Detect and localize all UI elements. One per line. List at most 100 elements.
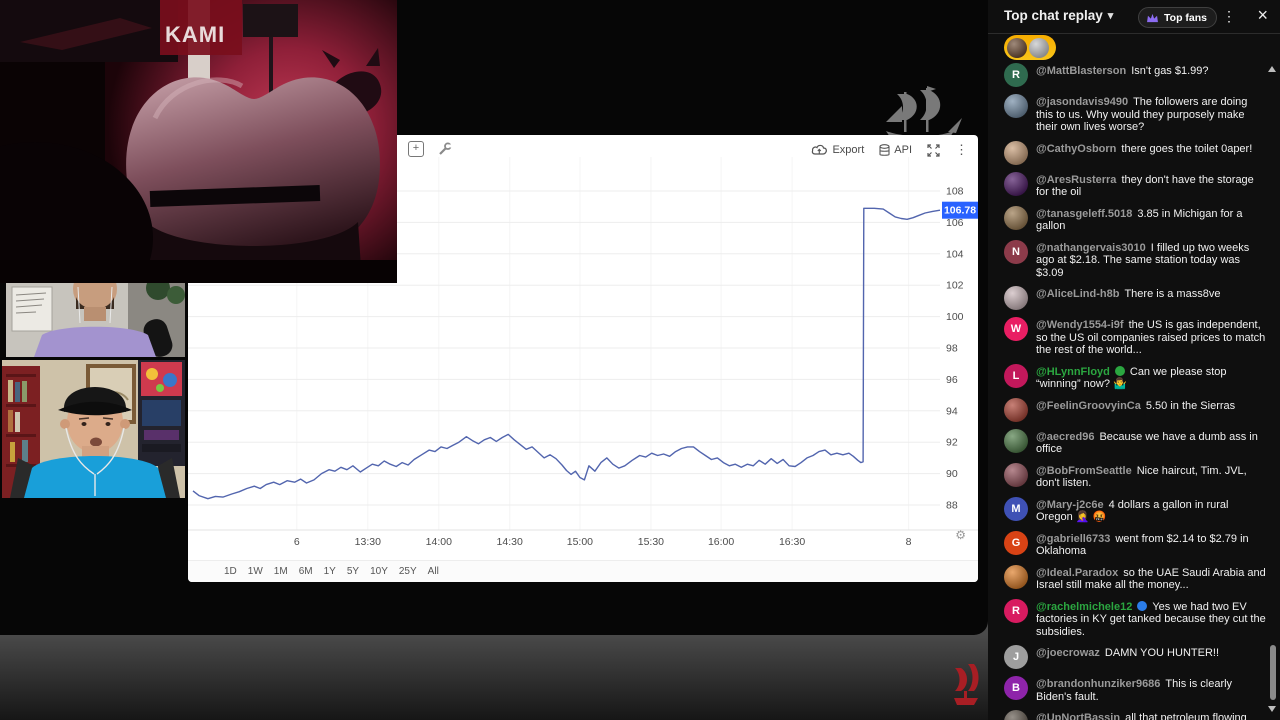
database-icon — [879, 143, 890, 156]
scrollbar-down-arrow[interactable] — [1268, 706, 1276, 712]
cloud-export-icon — [812, 144, 828, 155]
chat-message-text: @jasondavis9490 The followers are doing t… — [1036, 94, 1266, 134]
api-button[interactable]: API — [879, 143, 912, 157]
range-button-6m[interactable]: 6M — [298, 566, 313, 577]
scrollbar-thumb[interactable] — [1270, 645, 1276, 700]
chat-message-text: @FeelinGroovyinCa 5.50 in the Sierras — [1036, 398, 1235, 422]
top-fans-leaderboard-pill[interactable] — [1004, 35, 1056, 60]
chat-message-list: R @MattBlasterson Isn't gas $1.99? @jasonda… — [988, 63, 1280, 720]
chat-body: Yes we had two EV factories in KY get ta… — [1036, 600, 1266, 638]
chat-author[interactable]: @FeelinGroovyinCa — [1036, 399, 1141, 412]
chat-author[interactable]: @gabriell6733 — [1036, 532, 1111, 545]
chat-message: @tanasgeleff.5018 3.85 in Michigan for a … — [1004, 205, 1266, 233]
chat-message: @AresRusterra they don't have the storage… — [1004, 171, 1266, 199]
svg-text:106.78: 106.78 — [944, 205, 976, 217]
chart-toolbar-right: Export API — [811, 142, 968, 158]
chat-avatar[interactable] — [1004, 564, 1028, 589]
svg-text:100: 100 — [946, 311, 964, 323]
chat-avatar[interactable]: R — [1004, 598, 1028, 623]
chat-avatar[interactable] — [1004, 171, 1028, 196]
chat-author[interactable]: @AliceLind-h8b — [1036, 288, 1120, 300]
chat-avatar[interactable]: L — [1004, 363, 1028, 388]
chat-author[interactable]: @joecrowaz — [1036, 647, 1100, 659]
chat-author[interactable]: @BobFromSeattle — [1036, 464, 1132, 477]
chat-author[interactable]: @Mary-j2c6e — [1036, 498, 1104, 511]
range-button-1w[interactable]: 1W — [247, 566, 263, 577]
chat-author[interactable]: @Wendy1554-i9f — [1036, 319, 1124, 331]
gaming-chair — [126, 77, 380, 283]
chat-author[interactable]: @AresRusterra — [1036, 173, 1117, 186]
chat-avatar[interactable] — [1004, 94, 1028, 118]
chat-author[interactable]: @UpNortBassin — [1036, 712, 1121, 720]
svg-text:14:30: 14:30 — [497, 536, 523, 548]
member-badge-icon — [1114, 365, 1125, 376]
range-button-10y[interactable]: 10Y — [370, 566, 388, 577]
chat-message: @jasondavis9490 The followers are doing t… — [1004, 94, 1266, 134]
tools-wrench-icon[interactable] — [437, 141, 453, 157]
chat-avatar[interactable]: G — [1004, 530, 1028, 555]
chat-author[interactable]: @Ideal.Paradox — [1036, 566, 1119, 579]
add-indicator-button[interactable]: + — [408, 141, 424, 157]
chat-menu-dots-icon[interactable]: ⋮ — [1222, 8, 1236, 24]
chat-message: J @joecrowaz DAMN YOU HUNTER!! — [1004, 645, 1266, 669]
range-button-5y[interactable]: 5Y — [346, 566, 360, 577]
chat-avatar[interactable] — [1004, 462, 1028, 487]
chat-body: 4 dollars a gallon in rural Oregon 🤦‍♀️ … — [1036, 498, 1229, 524]
chat-avatar[interactable] — [1004, 397, 1028, 422]
chat-author[interactable]: @MattBlasterson — [1036, 65, 1127, 77]
chat-body: I filled up two weeks ago at $2.18. The … — [1036, 241, 1250, 279]
fullscreen-icon[interactable] — [927, 143, 940, 157]
wall-poster — [0, 0, 178, 62]
chat-author[interactable]: @HLynnFloyd — [1036, 365, 1110, 378]
chat-avatar[interactable] — [1004, 428, 1028, 453]
scrollbar-up-arrow[interactable] — [1268, 66, 1276, 72]
chart-menu-dots-icon[interactable]: ⋮ — [955, 142, 968, 157]
chat-author[interactable]: @CathyOsborn — [1036, 142, 1117, 155]
top-fans-button[interactable]: Top fans — [1138, 7, 1217, 28]
chat-message-text: @Ideal.Paradox so the UAE Saudi Arabia an… — [1036, 565, 1266, 592]
chat-author[interactable]: @aecred96 — [1036, 430, 1095, 443]
chat-body: Can we please stop “winning” now? 🤷‍♂️ — [1036, 365, 1227, 391]
chat-author[interactable]: @jasondavis9490 — [1036, 96, 1129, 108]
chat-body: Because we have a dumb ass in office — [1036, 430, 1258, 456]
live-chat-panel: Top chat replay ▾ Top fans ⋮ × R @MattBla… — [988, 0, 1280, 720]
chat-author[interactable]: @nathangervais3010 — [1036, 241, 1146, 254]
svg-text:92: 92 — [946, 437, 958, 449]
range-button-1y[interactable]: 1Y — [323, 566, 336, 577]
chat-avatar[interactable] — [1004, 286, 1028, 310]
chat-avatar[interactable] — [1004, 140, 1028, 165]
chat-avatar[interactable]: R — [1004, 63, 1028, 87]
top-fan-avatar — [1029, 37, 1049, 58]
chat-avatar[interactable]: W — [1004, 317, 1028, 341]
chart-settings-gear-icon[interactable]: ⚙ — [955, 528, 966, 542]
range-button-1d[interactable]: 1D — [224, 566, 237, 577]
close-icon[interactable]: × — [1257, 5, 1268, 25]
chat-message-text: @rachelmichele12 Yes we had two EV factor… — [1036, 599, 1266, 639]
price-chart[interactable]: 108 106 104 102 100 98 96 94 92 90 88 6 13:30 14:00 14… — [188, 135, 978, 582]
svg-text:8: 8 — [906, 536, 912, 548]
export-button[interactable]: Export — [811, 144, 864, 156]
chat-message: R @MattBlasterson Isn't gas $1.99? — [1004, 63, 1266, 87]
chat-avatar[interactable]: M — [1004, 496, 1028, 521]
chat-avatar[interactable]: N — [1004, 239, 1028, 264]
chat-author[interactable]: @tanasgeleff.5018 — [1036, 207, 1133, 220]
svg-text:106: 106 — [946, 217, 964, 229]
chat-message: L @HLynnFloyd Can we please stop “winning”… — [1004, 363, 1266, 391]
range-button-25y[interactable]: 25Y — [398, 566, 417, 577]
chat-header: Top chat replay ▾ Top fans ⋮ × — [988, 0, 1280, 34]
chat-message: @Ideal.Paradox so the UAE Saudi Arabia an… — [1004, 564, 1266, 592]
chat-author[interactable]: @rachelmichele12 — [1036, 600, 1133, 613]
chat-message-text: @AliceLind-h8b There is a mass8ve — [1036, 286, 1220, 310]
chat-avatar[interactable]: B — [1004, 676, 1028, 700]
range-button-all[interactable]: All — [427, 566, 439, 577]
chat-avatar[interactable] — [1004, 205, 1028, 230]
chat-message: B @brandonhunziker9686 This is clearly Bid… — [1004, 676, 1266, 703]
chat-avatar[interactable]: J — [1004, 645, 1028, 669]
chat-body: There is a mass8ve — [1124, 288, 1221, 300]
chat-mode-dropdown[interactable]: Top chat replay ▾ — [1004, 8, 1113, 23]
chat-avatar[interactable] — [1004, 710, 1028, 720]
main-webcam: KAMI — [0, 0, 397, 334]
range-button-1m[interactable]: 1M — [273, 566, 288, 577]
chat-author[interactable]: @brandonhunziker9686 — [1036, 678, 1161, 690]
video-player[interactable]: + Export — [0, 0, 988, 635]
